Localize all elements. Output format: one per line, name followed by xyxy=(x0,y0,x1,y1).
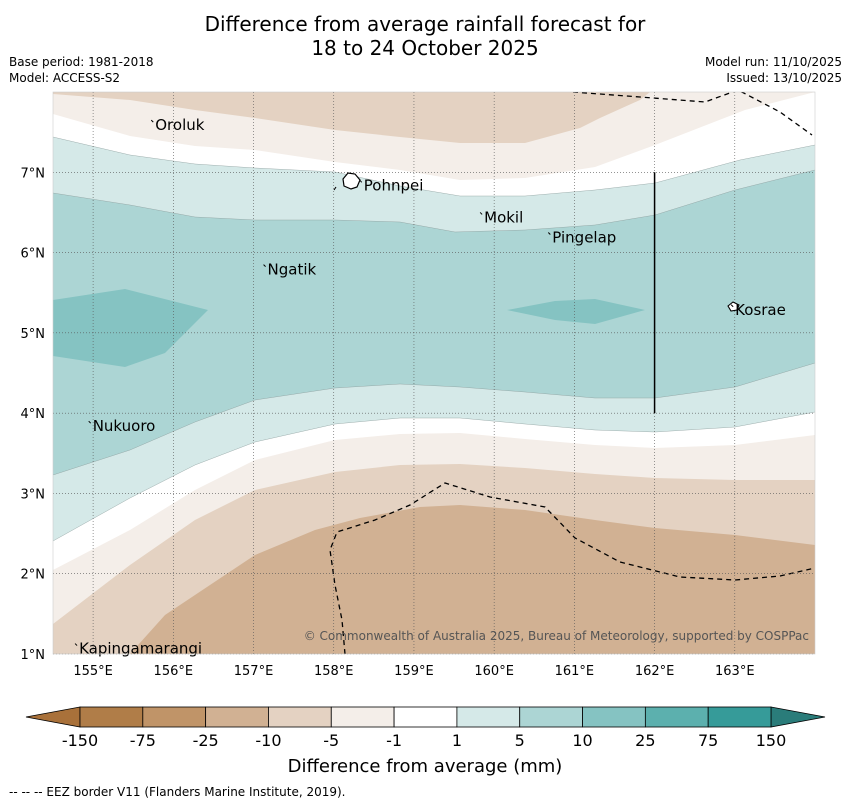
place-marker xyxy=(263,264,266,267)
place-marker xyxy=(730,304,734,308)
colorbar-segment-p25_75 xyxy=(644,706,709,728)
colorbar-tick-label: -1 xyxy=(386,731,402,750)
pohnpei-island xyxy=(342,172,361,190)
chart-title: Difference from average rainfall forecas… xyxy=(0,12,850,60)
colorbar-segment-neg25_neg10 xyxy=(205,706,269,728)
model-name: Model: ACCESS-S2 xyxy=(9,71,121,85)
colorbar-segment-p75_150 xyxy=(707,706,772,728)
eez-border-north xyxy=(572,92,813,136)
place-label-pohnpei: Pohnpei xyxy=(364,176,424,194)
place-marker xyxy=(74,643,78,646)
lon-tick-label: 155°E xyxy=(73,664,113,679)
place-marker xyxy=(150,119,154,123)
lat-tick-label: 2°N xyxy=(21,568,46,583)
lon-tick-label: 160°E xyxy=(474,664,514,679)
colorbar-tick-label: -150 xyxy=(62,731,98,750)
axis-tick-labels: 155°E 156°E 157°E 158°E 159°E 160°E 161°E 162°E… xyxy=(21,166,755,679)
lon-tick-label: 157°E xyxy=(234,664,274,679)
lat-tick-label: 4°N xyxy=(21,407,46,422)
colorbar-tick-label: -10 xyxy=(255,731,281,750)
colorbar-tick-label: -5 xyxy=(323,731,339,750)
lon-tick-label: 161°E xyxy=(555,664,595,679)
colorbar-segment-neg10_neg5 xyxy=(268,706,332,728)
lon-tick-label: 156°E xyxy=(154,664,194,679)
patch-west-p10-25 xyxy=(53,289,208,367)
colorbar-tick-label: 150 xyxy=(756,731,787,750)
lon-tick-label: 163°E xyxy=(715,664,755,679)
colorbar-tick-label: 1 xyxy=(452,731,462,750)
place-marker xyxy=(479,212,483,215)
colorbar-segment-p10_25 xyxy=(582,706,646,728)
lat-tick-label: 7°N xyxy=(21,166,46,181)
lat-tick-label: 1°N xyxy=(21,648,46,663)
eez-border xyxy=(329,92,815,654)
band-north-neg10-neg5 xyxy=(53,92,650,143)
base-period: Base period: 1981-2018 xyxy=(9,55,154,69)
lat-tick-label: 5°N xyxy=(21,327,46,342)
place-label-mokil: Mokil xyxy=(484,208,523,226)
meta-left: Base period: 1981-2018 Model: ACCESS-S2 xyxy=(9,54,154,86)
colorbar-segment-p1_5 xyxy=(456,706,521,728)
place-label-ngatik: Ngatik xyxy=(268,261,317,279)
rainfall-anomaly-field xyxy=(53,92,815,654)
place-marker xyxy=(88,420,92,424)
colorbar-segment-neg5_neg1 xyxy=(330,706,395,728)
colorbar-tick-label: -75 xyxy=(130,731,156,750)
place-label-oroluk: Oroluk xyxy=(155,116,204,134)
kosrae-island xyxy=(727,301,740,312)
colorbar-title: Difference from average (mm) xyxy=(288,756,563,777)
colorbar-segment-neg1_1 xyxy=(393,706,458,728)
title-line-2: 18 to 24 October 2025 xyxy=(311,36,539,60)
model-run: Model run: 11/10/2025 xyxy=(704,55,842,69)
place-label-kosrae: Kosrae xyxy=(735,301,786,319)
map-frame xyxy=(52,91,816,655)
eez-footnote: -- -- -- EEZ border V11 (Flanders Marine… xyxy=(9,785,346,799)
title-line-1: Difference from average rainfall forecas… xyxy=(204,12,646,36)
place-label-kapingamarangi: Kapingamarangi xyxy=(79,640,202,658)
colorbar-extend-high xyxy=(770,706,826,728)
place-labels: Oroluk Pohnpei Mokil Pingelap Ngatik Kosrae Nu… xyxy=(74,116,786,658)
copyright-notice: © Commonwealth of Australia 2025, Bureau… xyxy=(304,629,809,643)
meta-right: Model run: 11/10/2025 Issued: 13/10/2025 xyxy=(705,54,842,86)
place-label-pingelap: Pingelap xyxy=(552,229,616,247)
place-marker xyxy=(359,179,363,183)
colorbar-extend-low xyxy=(25,706,81,728)
place-label-nukuoro: Nukuoro xyxy=(93,417,156,435)
colorbar-tick-label: -25 xyxy=(193,731,219,750)
colorbar: -150 -75 -25 -10 -5 -1 1 5 10 25 75 150 xyxy=(25,706,826,750)
band-south-neg25-neg10 xyxy=(53,505,815,654)
lon-tick-label: 158°E xyxy=(314,664,354,679)
colorbar-tick-label: 25 xyxy=(635,731,655,750)
lon-tick-label: 162°E xyxy=(635,664,675,679)
colorbar-tick-label: 75 xyxy=(698,731,718,750)
colorbar-segment-neg150_neg75 xyxy=(79,706,144,728)
contour-lines xyxy=(53,136,815,542)
issued-date: Issued: 13/10/2025 xyxy=(726,71,842,85)
patch-east-p10-25 xyxy=(507,299,645,324)
colorbar-tick-label: 5 xyxy=(515,731,525,750)
lon-tick-label: 159°E xyxy=(394,664,434,679)
pohnpei-reef xyxy=(333,186,337,191)
colorbar-tick-label: 10 xyxy=(572,731,592,750)
colorbar-segment-p5_10 xyxy=(519,706,583,728)
lat-tick-label: 6°N xyxy=(21,247,46,262)
lat-tick-label: 3°N xyxy=(21,487,46,502)
place-marker xyxy=(547,232,551,235)
colorbar-segment-neg75_neg25 xyxy=(142,706,207,728)
